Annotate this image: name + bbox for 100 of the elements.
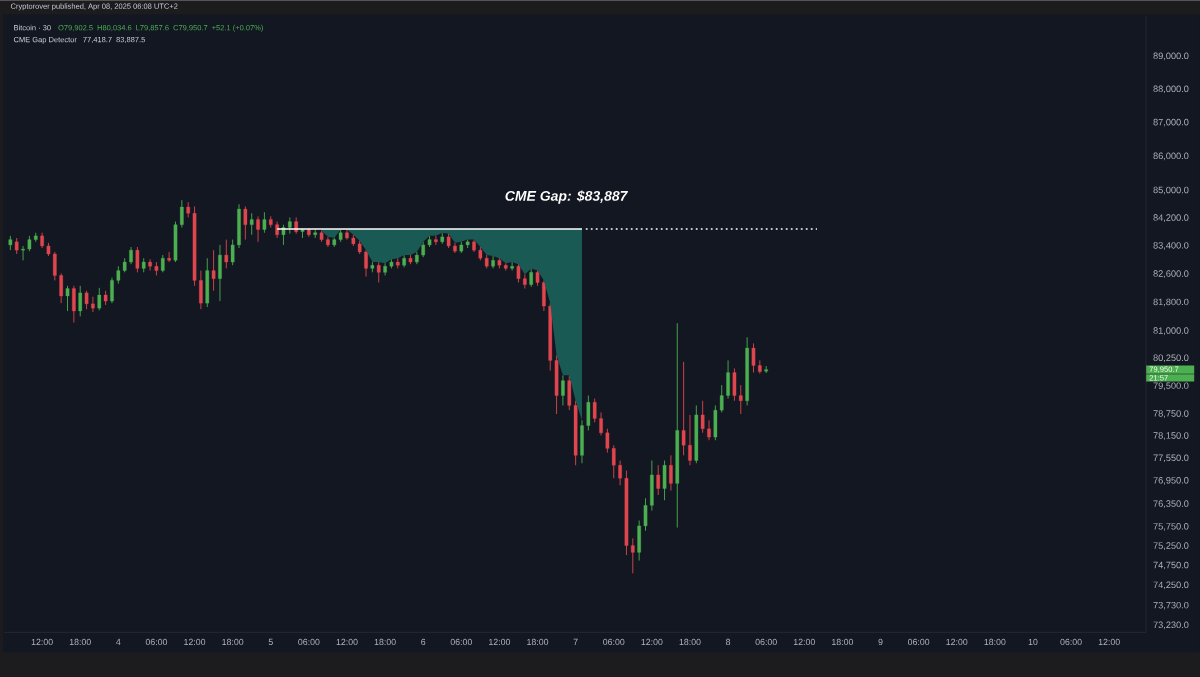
x-tick-label: 12:00 [184, 638, 206, 645]
x-tick-label: 8 [726, 638, 731, 645]
x-tick-label: 06:00 [755, 638, 777, 645]
candlestick [662, 459, 667, 501]
y-tick-label: 79,500.0 [1153, 382, 1189, 390]
candlestick [586, 394, 591, 431]
x-tick-label: 06:00 [603, 638, 625, 645]
candlestick [91, 296, 95, 313]
x-tick-label: 18:00 [69, 638, 91, 645]
x-tick-label: 7 [573, 638, 578, 645]
x-tick-label: 12:00 [31, 638, 53, 645]
y-tick-label: 85,000.0 [1153, 186, 1189, 195]
candlestick [256, 215, 260, 243]
candlestick [491, 255, 495, 269]
y-tick-label: 83,400.0 [1153, 241, 1189, 250]
candlestick [669, 454, 673, 491]
candlestick [510, 261, 514, 271]
candlestick [59, 272, 63, 304]
annotation: CME Gap: $83,887 [505, 190, 628, 204]
y-tick-label: 76,950.0 [1153, 476, 1189, 485]
candlestick [243, 205, 248, 240]
candlestick [65, 285, 70, 312]
x-tick-label: 6 [421, 638, 426, 645]
candlestick [751, 342, 756, 373]
x-tick-label: 06:00 [450, 638, 472, 645]
candlestick [561, 374, 565, 406]
candlestick [180, 199, 184, 228]
candlestick [84, 290, 89, 310]
candlestick [249, 212, 254, 236]
x-tick-label: 5 [268, 638, 273, 645]
candlestick [700, 400, 705, 434]
x-tick-label: 12:00 [336, 638, 358, 645]
y-tick-label: 82,600.0 [1153, 270, 1189, 278]
candlestick [376, 261, 381, 283]
x-tick-label: 06:00 [298, 638, 320, 645]
x-tick-label: 12:00 [641, 638, 663, 645]
x-tick-label: 18:00 [679, 638, 701, 645]
x-tick-label: 4 [116, 638, 121, 645]
x-tick-label: 18:00 [222, 638, 244, 645]
y-tick-label: 74,750.0 [1153, 561, 1189, 570]
candlestick [199, 269, 203, 310]
candlestick [688, 414, 692, 466]
y-tick-label: 86,000.0 [1153, 152, 1189, 161]
candlestick [211, 249, 216, 292]
candlestick [726, 359, 730, 399]
candlestick [631, 537, 635, 574]
candlestick [218, 244, 222, 302]
y-tick-label: 76,350.0 [1153, 500, 1189, 508]
candlestick [78, 285, 83, 317]
candlestick [97, 287, 102, 311]
y-tick-label: 78,750.0 [1153, 410, 1189, 418]
x-tick-label: 18:00 [527, 638, 549, 645]
candlestick [542, 279, 546, 312]
candlestick [618, 459, 622, 486]
candlestick [72, 285, 76, 323]
x-tick-label: 06:00 [145, 638, 168, 645]
x-tick-label: 9 [878, 638, 883, 645]
candlestick [262, 211, 267, 233]
x-tick-label: 12:00 [1098, 638, 1120, 645]
candlestick [364, 249, 368, 277]
candlestick [681, 361, 686, 456]
y-tick-label: 81,000.0 [1153, 327, 1189, 335]
y-tick-label: 77,550.0 [1153, 454, 1189, 462]
x-tick-label: 12:00 [946, 638, 968, 645]
x-tick-label: 18:00 [374, 638, 396, 645]
candlestick [434, 235, 438, 246]
x-tick-label: 06:00 [1060, 638, 1082, 645]
candlestick [53, 251, 57, 281]
y-tick-label: 84,200.0 [1153, 214, 1189, 222]
y-tick-label: 75,250.0 [1153, 542, 1189, 550]
y-tick-label: 81,800.0 [1153, 298, 1189, 307]
y-tick-label: 89,000.0 [1153, 52, 1189, 61]
candlestick [224, 239, 229, 269]
x-tick-label: 12:00 [793, 638, 815, 645]
candlestick [135, 246, 140, 273]
candlestick [656, 464, 661, 496]
x-tick-label: 10 [1028, 638, 1038, 645]
x-tick-label: 06:00 [907, 638, 930, 645]
candlestick [643, 497, 648, 532]
candlestick [230, 239, 235, 266]
y-tick-label: 75,750.0 [1153, 522, 1189, 531]
y-tick-label: 73,230.0 [1153, 621, 1189, 630]
y-tick-label: 73,730.0 [1153, 601, 1189, 610]
candlestick [110, 276, 114, 304]
candlestick [21, 245, 25, 261]
candlestick [383, 262, 387, 276]
y-tick-label: 88,000.0 [1153, 85, 1189, 93]
candlestick [167, 251, 171, 263]
y-tick-label: 74,250.0 [1153, 581, 1189, 589]
candlestick [599, 411, 603, 436]
y-tick-label: 78,150.0 [1153, 432, 1189, 440]
candlestick [529, 267, 533, 288]
x-tick-label: 12:00 [489, 638, 511, 645]
x-tick-label: 18:00 [984, 638, 1006, 645]
candlestick [707, 419, 711, 441]
y-tick-label: 80,250.0 [1153, 354, 1189, 362]
candlestick [148, 258, 152, 271]
y-tick-label: 87,000.0 [1153, 118, 1189, 127]
candlestick [592, 397, 597, 423]
candlestick [516, 263, 521, 283]
